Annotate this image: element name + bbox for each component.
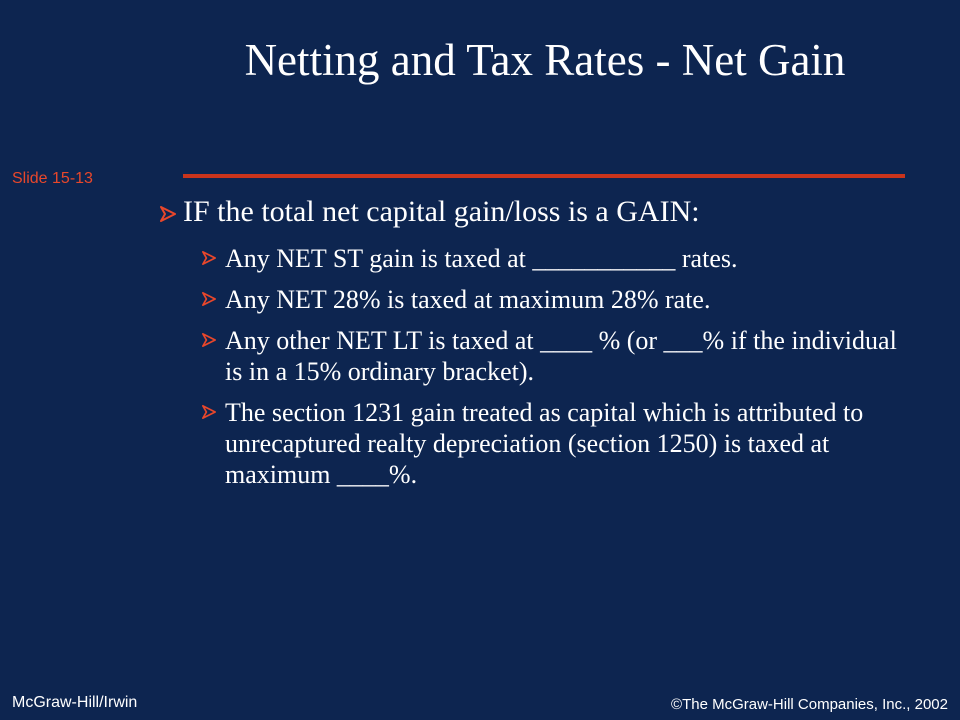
sub-bullet: Any NET 28% is taxed at maximum 28% rate… [202,284,900,315]
sub-bullet: Any other NET LT is taxed at ____ % (or … [202,325,900,387]
arrow-bullet-icon [202,251,216,265]
title-divider [183,174,905,178]
slide-content: IF the total net capital gain/loss is a … [160,195,900,500]
sub-bullet: Any NET ST gain is taxed at ___________ … [202,243,900,274]
slide-number: Slide 15-13 [12,170,93,187]
main-bullet-text: IF the total net capital gain/loss is a … [183,195,700,228]
arrow-bullet-icon [202,405,216,419]
arrow-bullet-icon [160,206,176,222]
arrow-bullet-icon [202,292,216,306]
arrow-bullet-icon [202,333,216,347]
sub-bullet-text: The section 1231 gain treated as capital… [225,398,864,489]
sub-bullet: The section 1231 gain treated as capital… [202,397,900,490]
sub-bullet-list: Any NET ST gain is taxed at ___________ … [160,243,900,490]
sub-bullet-text: Any NET ST gain is taxed at ___________ … [225,244,738,273]
slide-title: Netting and Tax Rates - Net Gain [244,35,846,85]
sub-bullet-text: Any other NET LT is taxed at ____ % (or … [225,326,897,386]
publisher-label: McGraw-Hill/Irwin [12,694,138,711]
main-bullet: IF the total net capital gain/loss is a … [160,195,900,229]
sub-bullet-text: Any NET 28% is taxed at maximum 28% rate… [225,285,711,314]
copyright-notice: ©The McGraw-Hill Companies, Inc., 2002 [671,696,948,713]
